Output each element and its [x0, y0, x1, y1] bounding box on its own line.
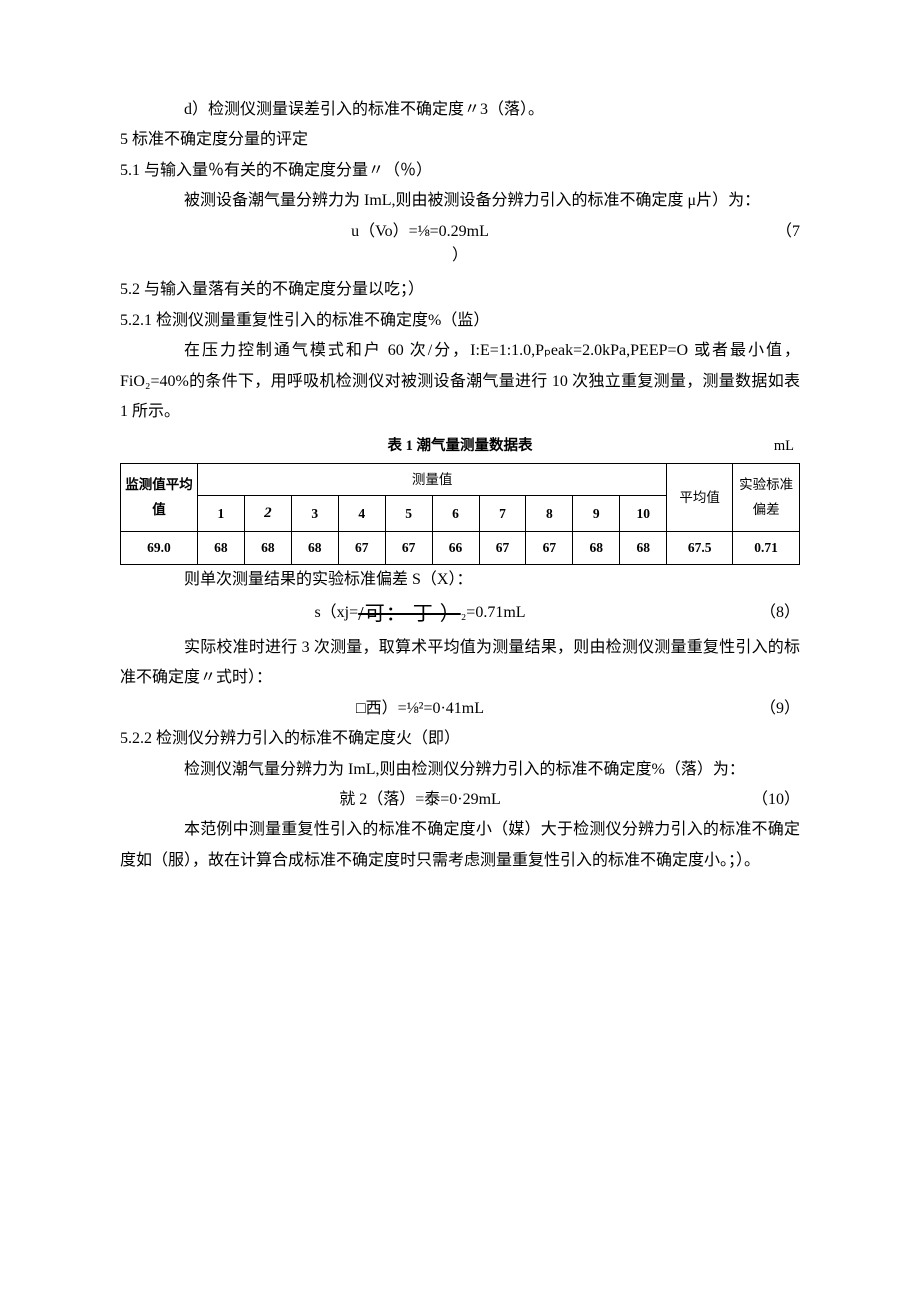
th-col: 5 — [385, 496, 432, 532]
th-col: 6 — [432, 496, 479, 532]
th-col: 9 — [573, 496, 620, 532]
equation-10: 就 2（落）=泰=0·29mL （10） — [120, 785, 800, 815]
equation-8-number: （8） — [720, 598, 800, 628]
table-1-unit: mL — [754, 433, 794, 461]
td-val: 68 — [291, 531, 338, 564]
td-val: 67 — [385, 531, 432, 564]
td-val: 67 — [338, 531, 385, 564]
equation-10-number: （10） — [720, 785, 800, 815]
heading-5-1: 5.1 与输入量％有关的不确定度分量〃（％） — [120, 156, 800, 186]
th-col: 4 — [338, 496, 385, 532]
td-val: 68 — [244, 531, 291, 564]
table-row: 监测值平均值 测量值 平均值 实验标准偏差 — [121, 463, 800, 496]
eq8-post: ₂=0.71mL — [461, 604, 526, 621]
para-3meas: 实际校准时进行 3 次测量，取算术平均值为测量结果，则由检测仪测量重复性引入的标… — [120, 633, 800, 694]
table-1: 监测值平均值 测量值 平均值 实验标准偏差 1 2 3 4 5 6 7 8 9 … — [120, 463, 800, 565]
equation-10-formula: 就 2（落）=泰=0·29mL — [120, 785, 720, 815]
para-5-1-body: 被测设备潮气量分辨力为 ImL,则由被测设备分辨力引入的标准不确定度 μ片）为： — [120, 186, 800, 216]
td-val: 67 — [479, 531, 526, 564]
th-col: 1 — [197, 496, 244, 532]
table-1-caption: 表 1 潮气量测量数据表 — [166, 433, 754, 461]
td-val: 68 — [197, 531, 244, 564]
th-avg: 平均值 — [667, 463, 733, 531]
th-col: 2 — [244, 496, 291, 532]
th-col: 10 — [620, 496, 667, 532]
eq8-mid: /可： 丁 ） — [358, 603, 461, 625]
heading-5-2: 5.2 与输入量落有关的不确定度分量以吃；） — [120, 275, 800, 305]
para-final: 本范例中测量重复性引入的标准不确定度小（媒）大于检测仪分辨力引入的标准不确定度如… — [120, 815, 800, 876]
td-val: 66 — [432, 531, 479, 564]
heading-5-2-1: 5.2.1 检测仪测量重复性引入的标准不确定度%（监） — [120, 306, 800, 336]
td-std: 0.71 — [733, 531, 800, 564]
table-row: 69.0 68 68 68 67 67 66 67 67 68 68 67.5 … — [121, 531, 800, 564]
td-val: 68 — [573, 531, 620, 564]
td-val: 68 — [620, 531, 667, 564]
para-after-table: 则单次测量结果的实验标准偏差 S（X）： — [120, 565, 800, 595]
heading-5-2-2: 5.2.2 检测仪分辨力引入的标准不确定度火（即） — [120, 724, 800, 754]
document-page: d）检测仪测量误差引入的标准不确定度〃3（落）。 5 标准不确定度分量的评定 5… — [0, 0, 920, 936]
equation-7-number: （7 — [720, 217, 800, 247]
td-avg: 67.5 — [667, 531, 733, 564]
table-1-caption-row: 表 1 潮气量测量数据表 mL — [120, 433, 800, 461]
th-monitor: 监测值平均值 — [121, 463, 198, 531]
equation-7-formula: u（Vo）=⅛=0.29mL — [120, 217, 720, 247]
equation-9-number: （9） — [720, 694, 800, 724]
td-monitor: 69.0 — [121, 531, 198, 564]
equation-8: s（xj=/可： 丁 ）₂=0.71mL （8） — [120, 595, 800, 633]
eq8-pre: s（xj= — [314, 604, 358, 621]
equation-9-formula: □西）=⅛²=0·41mL — [120, 694, 720, 724]
equation-8-formula: s（xj=/可： 丁 ）₂=0.71mL — [120, 595, 720, 633]
th-std: 实验标准偏差 — [733, 463, 800, 531]
heading-5: 5 标准不确定度分量的评定 — [120, 125, 800, 155]
th-col: 7 — [479, 496, 526, 532]
para-5-2-1-body: 在压力控制通气模式和户 60 次/分，I:E=1:1.0,Pₚeak=2.0kP… — [120, 336, 800, 427]
th-col: 3 — [291, 496, 338, 532]
line-d: d）检测仪测量误差引入的标准不确定度〃3（落）。 — [120, 95, 800, 125]
td-val: 67 — [526, 531, 573, 564]
para-5-2-2-body: 检测仪潮气量分辨力为 ImL,则由检测仪分辨力引入的标准不确定度%（落）为： — [120, 755, 800, 785]
equation-9: □西）=⅛²=0·41mL （9） — [120, 694, 800, 724]
th-measure: 测量值 — [197, 463, 666, 496]
th-col: 8 — [526, 496, 573, 532]
